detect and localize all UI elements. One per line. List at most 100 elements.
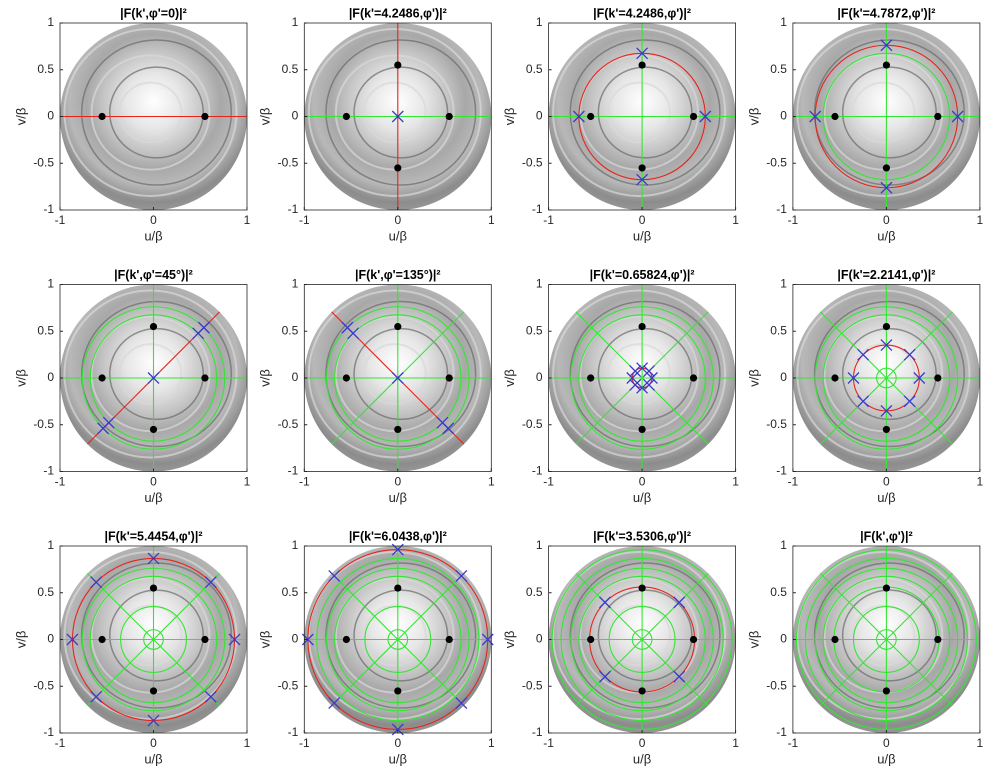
- dot: [638, 584, 646, 592]
- intensity-ring: [63, 551, 238, 720]
- cross: [673, 596, 686, 609]
- y-tick-label: 0: [47, 370, 54, 384]
- x-axis-label: u/β: [144, 228, 162, 243]
- y-tick-label: -1: [776, 725, 787, 739]
- y-tick-label: -0.5: [278, 155, 299, 169]
- cross: [328, 697, 341, 710]
- dot: [934, 635, 942, 644]
- subplot-title: |F(k'=4.2486,φ')|²: [593, 6, 691, 20]
- y-tick-label: -0.5: [522, 155, 543, 169]
- y-tick-label: -0.5: [522, 417, 543, 431]
- y-tick-label: -0.5: [766, 417, 787, 431]
- y-axis-label: v/β: [502, 108, 517, 126]
- y-axis-label: v/β: [746, 108, 761, 126]
- y-tick-label: -1: [532, 202, 543, 216]
- x-tick-label: 0: [883, 475, 890, 489]
- y-tick-label: -1: [43, 725, 54, 739]
- x-axis-label: u/β: [389, 751, 407, 766]
- cross: [636, 173, 649, 186]
- intensity-ring: [118, 343, 183, 405]
- dot: [98, 374, 106, 382]
- subplot: -1 0 1 -1 -0.5 0 0.5 1 |F(k'=4.2486,φ')|² u/β v/β: [502, 6, 739, 243]
- x-axis-label: u/β: [633, 490, 651, 505]
- dot: [342, 635, 350, 644]
- x-tick-label: 0: [150, 736, 157, 750]
- y-axis-label: v/β: [502, 631, 517, 649]
- y-tick-label: 0: [780, 109, 787, 123]
- x-tick-label: 1: [244, 213, 251, 227]
- y-axis-label: v/β: [13, 631, 28, 649]
- cross: [391, 110, 404, 123]
- cross: [147, 714, 160, 727]
- cross: [913, 372, 926, 384]
- x-axis-label: u/β: [877, 490, 895, 505]
- cross: [880, 39, 893, 52]
- x-tick-label: 1: [488, 475, 495, 489]
- intensity-ring: [307, 28, 482, 197]
- intensity-ring: [109, 327, 204, 421]
- x-axis-label: u/β: [144, 751, 162, 766]
- x-tick-label: -1: [788, 213, 799, 227]
- dot: [201, 635, 209, 644]
- dot: [149, 425, 158, 434]
- y-axis-label: v/β: [258, 369, 273, 387]
- y-axis-label: v/β: [13, 369, 28, 387]
- cross: [809, 110, 822, 123]
- subplot-title: |F(k'=3.5306,φ')|²: [593, 529, 691, 543]
- cross: [880, 339, 893, 352]
- plot-area: [548, 23, 736, 210]
- cross: [455, 569, 468, 582]
- dot: [831, 635, 839, 644]
- intensity-ring: [569, 300, 721, 448]
- dot: [149, 584, 158, 592]
- intensity-ring: [325, 39, 477, 186]
- intensity-ring: [813, 300, 965, 448]
- dot: [934, 112, 942, 121]
- subplot-title: |F(k',φ')|²: [860, 529, 912, 543]
- cross: [699, 110, 712, 123]
- x-tick-label: 1: [732, 475, 739, 489]
- y-tick-label: 0.5: [526, 323, 543, 337]
- intensity-ring: [796, 289, 971, 459]
- subplot: -1 0 1 -1 -0.5 0 0.5 1 |F(k'=6.0438,φ')|² u/β v/β: [258, 529, 495, 766]
- x-axis-label: u/β: [633, 751, 651, 766]
- intensity-ring: [109, 66, 204, 159]
- y-tick-label: 0: [780, 632, 787, 646]
- plot-area: [792, 284, 980, 472]
- y-tick-label: 1: [780, 15, 787, 29]
- y-axis-label: v/β: [746, 631, 761, 649]
- intensity-ring: [552, 289, 727, 459]
- dot: [394, 687, 402, 695]
- cross: [455, 697, 468, 710]
- x-axis-label: u/β: [144, 490, 162, 505]
- dot: [638, 164, 646, 172]
- x-tick-label: -1: [55, 736, 66, 750]
- dot: [445, 635, 453, 644]
- y-tick-label: -0.5: [33, 417, 54, 431]
- x-tick-label: 1: [977, 736, 984, 750]
- x-tick-label: 0: [394, 475, 401, 489]
- x-axis-label: u/β: [877, 751, 895, 766]
- y-tick-label: 1: [47, 538, 54, 552]
- y-tick-label: 0.5: [526, 62, 543, 76]
- y-axis-label: v/β: [502, 369, 517, 387]
- cross: [857, 395, 870, 408]
- y-axis-label: v/β: [258, 631, 273, 649]
- dot: [882, 687, 891, 695]
- x-tick-label: 0: [150, 475, 157, 489]
- intensity-ring: [841, 589, 937, 682]
- cross: [636, 362, 649, 375]
- phi-line: [575, 572, 709, 707]
- x-tick-label: -1: [299, 475, 310, 489]
- cross: [442, 422, 455, 435]
- x-tick-label: 0: [394, 736, 401, 750]
- dot: [445, 374, 453, 382]
- subplot: -1 0 1 -1 -0.5 0 0.5 1 |F(k'=4.2486,φ')|² u/β v/β: [258, 6, 495, 243]
- subplot: -1 0 1 -1 -0.5 0 0.5 1 |F(k',φ'=0)|² u/β v/β: [13, 6, 250, 243]
- subplot-title: |F(k',φ'=0)|²: [120, 6, 187, 20]
- intensity-ring: [325, 300, 477, 448]
- y-axis-label: v/β: [13, 108, 28, 126]
- dot: [882, 584, 891, 592]
- cross: [857, 348, 870, 361]
